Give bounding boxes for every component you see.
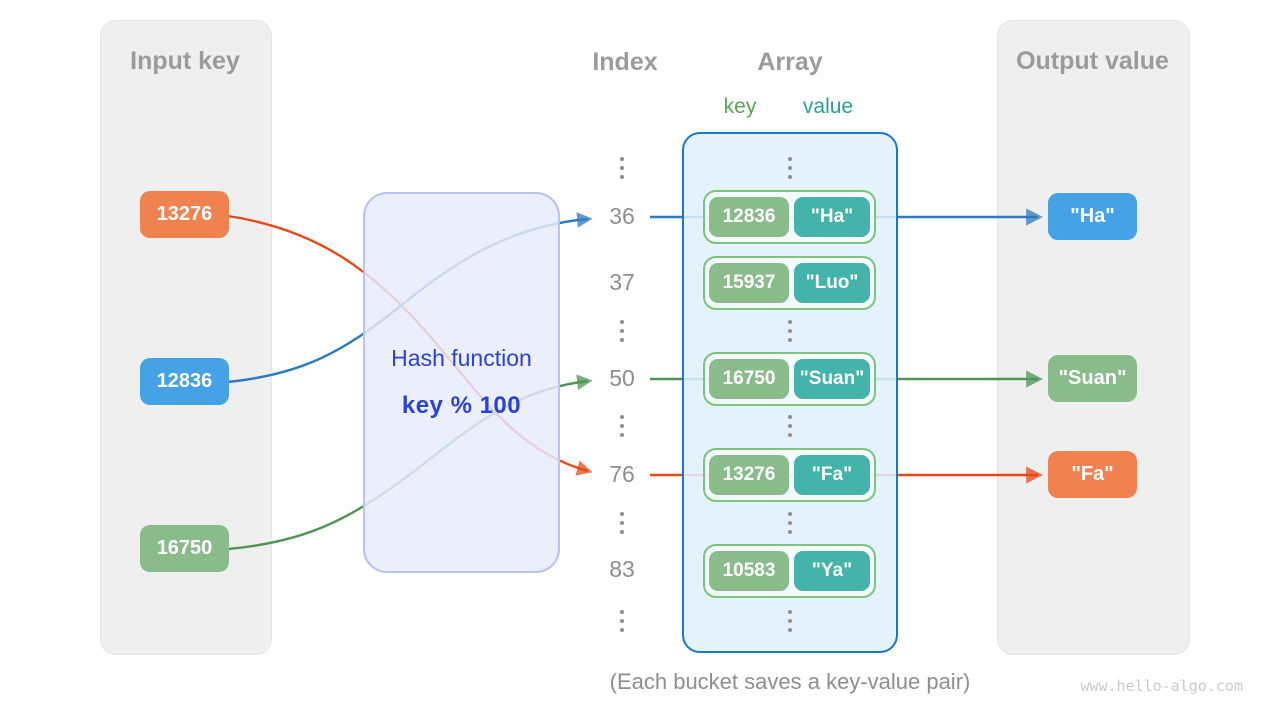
bucket-value: "Ya" (794, 551, 870, 591)
bucket-key: 12836 (709, 197, 789, 237)
index-column-header: Index (592, 48, 658, 76)
index-50: 50 (609, 365, 635, 391)
website-watermark: www.hello-algo.com (1080, 677, 1243, 695)
output-value-ha: "Ha" (1048, 193, 1137, 240)
bucket-value: "Luo" (794, 263, 870, 303)
hash-function-title: Hash function (391, 345, 532, 371)
bucket-key: 10583 (709, 551, 789, 591)
input-key-16750: 16750 (140, 525, 229, 572)
bucket-key: 15937 (709, 263, 789, 303)
bucket-row: 15937 "Luo" (703, 256, 876, 310)
bucket-row: 12836 "Ha" (703, 190, 876, 244)
vertical-ellipsis-icon (619, 415, 625, 437)
hash-function-box (363, 192, 560, 573)
bucket-row: 16750 "Suan" (703, 352, 876, 406)
key-column-label: key (723, 95, 757, 118)
vertical-ellipsis-icon (787, 415, 793, 437)
diagram-caption: (Each bucket saves a key-value pair) (609, 669, 971, 694)
array-column-header: Array (757, 48, 823, 76)
input-panel-title: Input key (130, 47, 240, 75)
vertical-ellipsis-icon (787, 320, 793, 342)
vertical-ellipsis-icon (619, 512, 625, 534)
vertical-ellipsis-icon (619, 610, 625, 632)
value-column-label: value (802, 95, 854, 118)
hash-function-formula: key % 100 (401, 392, 522, 419)
output-value-suan: "Suan" (1048, 355, 1137, 402)
index-76: 76 (609, 461, 635, 487)
bucket-key: 13276 (709, 455, 789, 495)
vertical-ellipsis-icon (619, 157, 625, 179)
bucket-value: "Ha" (794, 197, 870, 237)
vertical-ellipsis-icon (787, 610, 793, 632)
index-36: 36 (609, 203, 635, 229)
vertical-ellipsis-icon (619, 320, 625, 342)
index-83: 83 (609, 556, 635, 582)
vertical-ellipsis-icon (787, 157, 793, 179)
vertical-ellipsis-icon (787, 512, 793, 534)
bucket-value: "Fa" (794, 455, 870, 495)
input-key-13276: 13276 (140, 191, 229, 238)
input-key-12836: 12836 (140, 358, 229, 405)
bucket-key: 16750 (709, 359, 789, 399)
bucket-row: 13276 "Fa" (703, 448, 876, 502)
bucket-row: 10583 "Ya" (703, 544, 876, 598)
output-panel-title: Output value (1016, 47, 1169, 75)
output-value-panel (997, 20, 1190, 655)
index-37: 37 (609, 269, 635, 295)
output-value-fa: "Fa" (1048, 451, 1137, 498)
bucket-value: "Suan" (794, 359, 870, 399)
